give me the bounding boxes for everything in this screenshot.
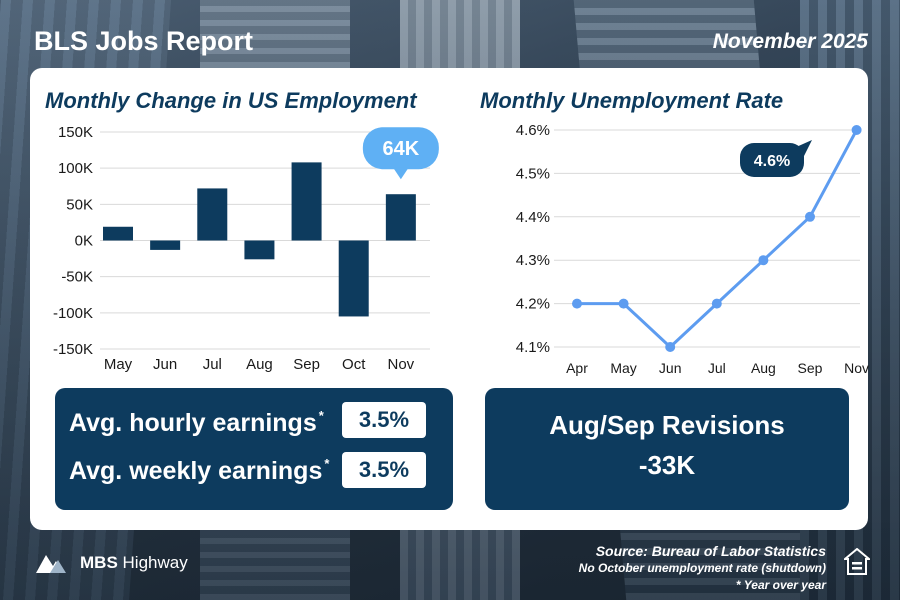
x-tick-label: Apr: [566, 360, 588, 376]
logo-mark-icon: [36, 555, 66, 573]
callout-label: 4.6%: [754, 153, 790, 170]
y-tick-label: 4.2%: [516, 296, 550, 313]
weekly-earnings-value: 3.5%: [342, 452, 426, 488]
report-date: November 2025: [712, 30, 868, 53]
data-point: [805, 211, 815, 222]
x-tick-label: May: [104, 356, 133, 373]
data-point: [618, 298, 629, 309]
hourly-footnote-mark: *: [318, 407, 324, 423]
bar: [150, 240, 181, 250]
weekly-earnings-row: Avg. weekly earnings *: [69, 452, 329, 490]
x-tick-label: Nov: [844, 360, 869, 376]
data-point: [572, 298, 582, 309]
x-tick-label: Jun: [659, 360, 682, 376]
hourly-earnings-value: 3.5%: [342, 402, 426, 438]
x-tick-label: Aug: [751, 360, 776, 376]
employment-chart-title: Monthly Change in US Employment: [45, 88, 417, 113]
x-tick-label: Sep: [293, 356, 320, 373]
callout-pointer: [794, 140, 812, 160]
callout-bubble: [740, 143, 804, 177]
y-tick-label: 4.4%: [516, 209, 550, 226]
y-tick-label: 100K: [58, 160, 93, 177]
bar: [197, 188, 228, 241]
x-tick-label: Jun: [153, 356, 177, 373]
y-tick-label: 50K: [66, 196, 93, 213]
data-point: [711, 298, 722, 309]
x-tick-label: Sep: [798, 360, 823, 376]
logo-bold-text: MBS: [80, 553, 118, 572]
y-tick-label: 150K: [58, 124, 93, 141]
x-tick-label: Nov: [388, 356, 415, 373]
data-point: [851, 125, 862, 135]
shutdown-note: No October unemployment rate (shutdown): [578, 561, 826, 575]
x-tick-label: Jul: [708, 360, 726, 376]
bar: [385, 194, 416, 241]
unemployment-line-chart: 4.6% 4.5% 4.4% 4.3% 4.2% 4.1% Apr May Jun Jul Aug S…: [516, 122, 869, 376]
logo-rest-text: Highway: [122, 553, 188, 572]
main-card: Monthly Change in US Employment Monthly …: [30, 68, 869, 530]
equal-housing-icon: [844, 548, 870, 575]
bar: [291, 162, 322, 241]
x-tick-label: Aug: [246, 356, 273, 373]
source-text: Source: Bureau of Labor Statistics: [595, 543, 826, 559]
employment-bar-chart: 150K 100K 50K 0K -50K -100K -150K May Jun Jul Aug S…: [53, 124, 439, 373]
y-tick-label: 4.1%: [516, 339, 550, 356]
y-tick-label: -150K: [53, 341, 93, 358]
callout-label: 64K: [383, 138, 420, 160]
callout-bubble: [362, 127, 439, 170]
y-tick-label: 4.3%: [516, 252, 550, 269]
y-tick-label: 4.6%: [516, 122, 550, 139]
unemployment-chart-title: Monthly Unemployment Rate: [480, 88, 784, 113]
weekly-earnings-label: Avg. weekly earnings: [69, 456, 323, 485]
hourly-earnings-label: Avg. hourly earnings: [69, 408, 317, 437]
callout-pointer: [392, 167, 409, 180]
revisions-panel: Aug/Sep Revisions -33K: [485, 388, 849, 510]
bar: [338, 240, 369, 317]
revisions-value: -33K: [638, 450, 696, 480]
data-point: [665, 342, 676, 352]
hourly-earnings-row: Avg. hourly earnings *: [69, 404, 324, 442]
yoy-note: * Year over year: [735, 578, 826, 592]
x-tick-label: May: [610, 360, 636, 376]
y-tick-label: 0K: [75, 233, 93, 250]
mbs-highway-logo: MBS Highway: [36, 552, 188, 574]
y-tick-label: -100K: [53, 305, 93, 322]
footer-notes: Source: Bureau of Labor Statistics No Oc…: [579, 543, 826, 594]
x-tick-label: Jul: [203, 356, 222, 373]
bar: [103, 226, 133, 241]
y-tick-label: 4.5%: [516, 165, 550, 182]
weekly-footnote-mark: *: [324, 455, 330, 471]
revisions-title: Aug/Sep Revisions: [549, 410, 785, 440]
series-line: [577, 129, 858, 349]
x-tick-label: Oct: [342, 356, 366, 373]
data-point: [758, 255, 769, 266]
report-title: BLS Jobs Report: [34, 26, 254, 56]
bar: [244, 240, 275, 260]
y-tick-label: -50K: [61, 269, 93, 286]
